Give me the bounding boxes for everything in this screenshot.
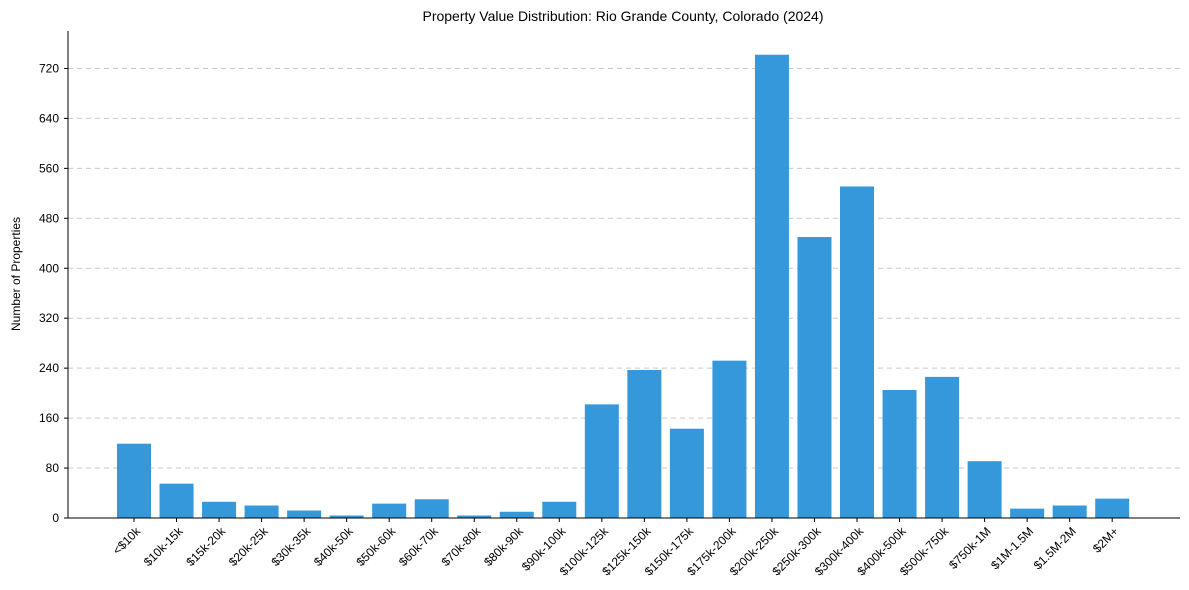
bar-23 [1095, 498, 1130, 518]
x-ticks: <$10k$10k-15k$15k-20k$20k-25k$30k-35k$40… [110, 518, 1121, 578]
bar-17 [840, 186, 875, 518]
y-ticks: 0 80 160 240 320 400 480 560 640 720 [39, 61, 68, 525]
x-tick-label: $40k-50k [311, 524, 357, 570]
x-tick-label: $70k-80k [439, 524, 485, 570]
bar-19 [925, 376, 960, 518]
y-axis-label: Number of Properties [9, 217, 23, 331]
x-tick-label: $1.5M-2M [1031, 524, 1079, 572]
bar-7 [414, 499, 449, 518]
gridlines [68, 67, 1180, 469]
bar-4 [287, 510, 322, 518]
bar-13 [669, 428, 704, 518]
x-tick-label: $1M-1.5M [988, 524, 1036, 572]
y-tick-label: 160 [39, 411, 59, 425]
x-tick-label: <$10k [110, 524, 144, 558]
x-tick-label: $10k-15k [141, 524, 187, 570]
x-tick-label: $50k-60k [353, 524, 399, 570]
y-tick-label: 400 [39, 261, 59, 275]
bar-3 [244, 505, 279, 518]
y-tick-label: 0 [52, 511, 59, 525]
x-tick-label: $15k-20k [183, 524, 229, 570]
bar-21 [1010, 508, 1045, 518]
bar-22 [1052, 505, 1087, 518]
bar-18 [882, 390, 917, 518]
bars [117, 54, 1130, 519]
y-tick-label: 240 [39, 361, 59, 375]
bar-15 [754, 54, 789, 518]
bar-5 [329, 515, 364, 518]
x-tick-label: $2M+ [1090, 524, 1121, 555]
bar-2 [202, 501, 237, 518]
bar-8 [457, 515, 492, 518]
chart-title: Property Value Distribution: Rio Grande … [422, 8, 823, 24]
y-tick-label: 560 [39, 161, 59, 175]
bar-6 [372, 503, 407, 518]
bar-14 [712, 360, 747, 518]
y-tick-label: 720 [39, 61, 59, 75]
x-tick-label: $20k-25k [226, 524, 272, 570]
bar-12 [627, 370, 662, 518]
bar-9 [499, 511, 534, 518]
x-tick-label: $750k-1M [946, 524, 994, 572]
bar-16 [797, 237, 832, 519]
y-tick-label: 80 [46, 461, 60, 475]
x-tick-label: $60k-70k [396, 524, 442, 570]
bar-0 [117, 443, 151, 518]
y-tick-label: 640 [39, 111, 59, 125]
axes [67, 31, 1180, 519]
bar-11 [584, 404, 619, 518]
y-tick-label: 320 [39, 311, 59, 325]
y-tick-label: 480 [39, 211, 59, 225]
bar-10 [542, 501, 577, 518]
bar-1 [159, 483, 194, 518]
x-tick-label: $30k-35k [268, 524, 314, 570]
bar-20 [967, 461, 1002, 518]
